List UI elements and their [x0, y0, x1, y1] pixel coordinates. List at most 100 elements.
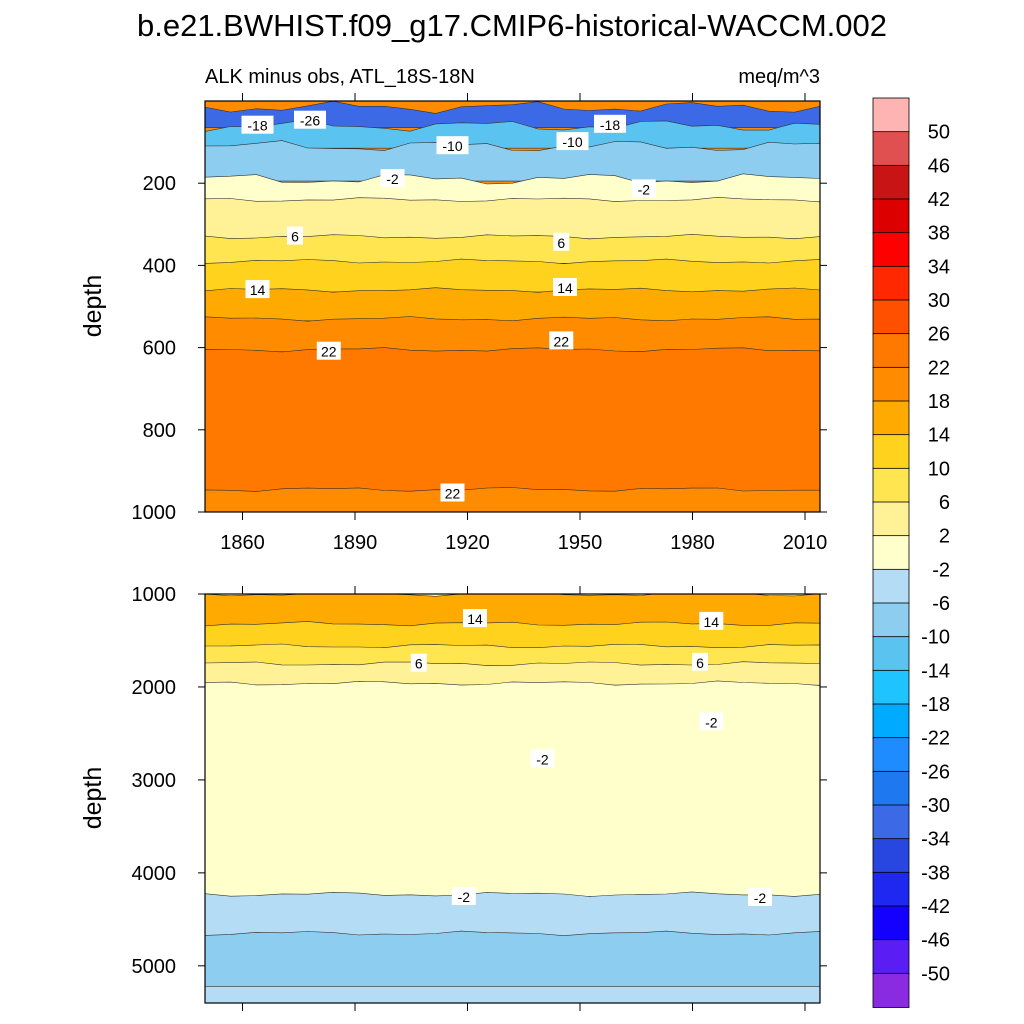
colorbar-label: -34	[921, 829, 950, 851]
colorbar-swatch	[872, 602, 910, 638]
colorbar-swatch	[872, 804, 910, 840]
contour-label: 22	[321, 344, 337, 360]
figure-title: b.e21.BWHIST.f09_g17.CMIP6-historical-WA…	[137, 8, 887, 43]
subtitle-right: meq/m^3	[738, 66, 820, 88]
contour-label-box	[699, 712, 724, 731]
subtitle-left: ALK minus obs, ATL_18S-18N	[205, 66, 475, 88]
colorbar-swatch	[872, 737, 910, 773]
contour-label-box	[530, 749, 555, 768]
colorbar-label: 14	[928, 425, 950, 447]
colorbar-swatch	[872, 467, 910, 503]
x-tick-label: 1860	[220, 532, 265, 554]
contour-band	[205, 258, 820, 293]
colorbar-swatch	[872, 871, 910, 907]
contour-label: -2	[458, 889, 471, 905]
colorbar-label: -6	[932, 593, 950, 615]
colorbar-label: -50	[921, 963, 950, 985]
contour-label-box	[294, 110, 326, 129]
contour-band	[205, 643, 820, 667]
y-tick-label: 4000	[132, 863, 177, 885]
y-tick-label: 5000	[132, 956, 177, 978]
colorbar-swatch	[872, 164, 910, 200]
colorbar-swatch	[872, 232, 910, 268]
colorbar-swatch	[872, 131, 910, 167]
contour-label: 14	[704, 614, 720, 630]
contour-band	[205, 487, 820, 512]
colorbar-label: 2	[939, 526, 950, 548]
colorbar-swatch	[872, 434, 910, 470]
contour-label-box	[692, 652, 708, 671]
colorbar-swatch	[872, 366, 910, 402]
contour-label: 14	[250, 282, 266, 298]
colorbar-swatch	[872, 265, 910, 301]
contour-label-box	[748, 888, 772, 906]
colorbar-label: 34	[928, 256, 950, 278]
contour-label-box	[436, 136, 469, 155]
contour-label-box	[380, 169, 405, 188]
colorbar-swatch	[872, 501, 910, 537]
contour-label: -2	[638, 181, 651, 197]
colorbar-label: -26	[921, 761, 950, 783]
contour-label: 14	[557, 280, 573, 296]
upper-ylabel: depth	[79, 275, 107, 338]
colorbar-swatch	[872, 400, 910, 436]
colorbar-swatch	[872, 905, 910, 941]
colorbar-label: -30	[921, 795, 950, 817]
colorbar-label: 30	[928, 290, 950, 312]
upper-plot-frame	[204, 100, 821, 513]
colorbar-swatch	[872, 333, 910, 369]
contour-label: -10	[562, 134, 582, 150]
colorbar-label: 26	[928, 324, 950, 346]
y-tick-label: 2000	[132, 677, 177, 699]
contour-label: -10	[442, 138, 462, 154]
colorbar-label: 46	[928, 155, 950, 177]
x-tick-label: 1980	[670, 532, 715, 554]
contour-band	[205, 196, 820, 239]
contour-band	[205, 140, 820, 182]
contour-label-box	[553, 232, 570, 251]
colorbar-swatch	[872, 838, 910, 874]
contour-label: -2	[386, 171, 399, 187]
colorbar-label: -46	[921, 930, 950, 952]
contour-label-box	[699, 611, 724, 630]
contour-label-box	[549, 331, 574, 350]
contour-label: -2	[754, 890, 767, 906]
contour-band	[205, 680, 820, 897]
colorbar-label: -10	[921, 627, 950, 649]
x-tick-label: 1950	[558, 532, 603, 554]
contour-label: -18	[247, 118, 267, 134]
contour-label-box	[241, 115, 274, 134]
colorbar-label: 18	[928, 391, 950, 413]
contour-label-box	[556, 132, 589, 151]
contour-label: -18	[600, 117, 620, 133]
colorbar-label: -14	[921, 660, 950, 682]
lower-panel: depth 14 14 6 6 -2 -2 -2 -2 1000 2000 3000 4000 500…	[79, 584, 827, 1011]
contour-band	[205, 347, 820, 492]
contour-label-box	[451, 887, 476, 905]
colorbar-swatch	[872, 636, 910, 672]
contour-label: -26	[300, 113, 320, 129]
y-tick-label: 1000	[132, 584, 177, 606]
contour-label: 22	[554, 333, 570, 349]
contour-label-box	[287, 226, 303, 245]
colorbar-swatch	[872, 703, 910, 739]
contour-band	[205, 287, 820, 322]
contour-label: -2	[536, 752, 549, 768]
contour-label-box	[553, 278, 577, 296]
y-tick-label: 1000	[132, 502, 177, 524]
colorbar-swatch	[872, 669, 910, 705]
colorbar-label: 10	[928, 458, 950, 480]
colorbar-label: 42	[928, 189, 950, 211]
contour-label: 14	[467, 611, 483, 627]
contour-label: 6	[557, 235, 565, 251]
contour-band	[205, 930, 820, 987]
y-tick-label: 200	[143, 173, 176, 195]
contour-band	[205, 594, 820, 627]
contour-label-box	[440, 483, 465, 502]
colorbar-label: -22	[921, 728, 950, 750]
y-tick-label: 800	[143, 420, 176, 442]
colorbar-label: -18	[921, 694, 950, 716]
colorbar-swatch	[872, 770, 910, 806]
colorbar-label: -2	[932, 559, 950, 581]
